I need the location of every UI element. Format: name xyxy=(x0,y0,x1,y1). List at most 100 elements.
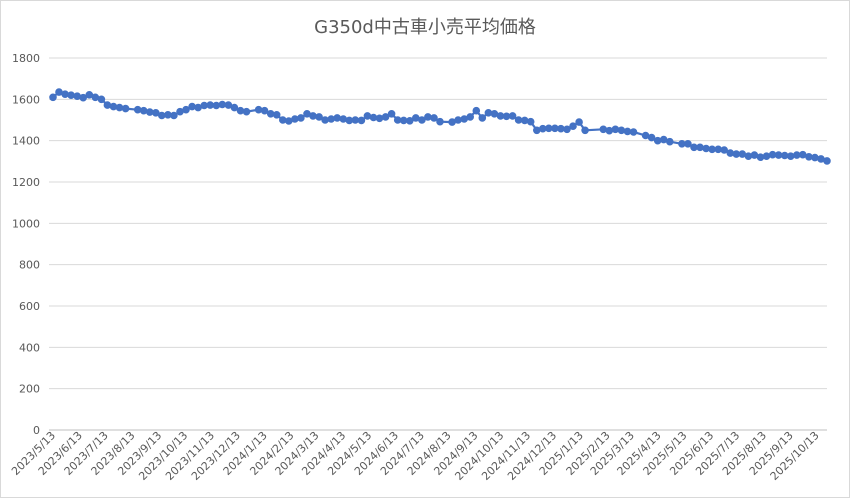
data-point xyxy=(242,107,251,116)
data-point xyxy=(684,140,692,148)
y-tick-label: 1400 xyxy=(12,135,40,148)
data-point xyxy=(321,116,329,124)
data-point xyxy=(696,143,704,152)
data-point xyxy=(599,125,608,134)
data-point xyxy=(266,110,275,118)
data-point xyxy=(666,137,674,146)
data-point xyxy=(436,117,444,126)
data-point xyxy=(563,125,571,134)
data-point xyxy=(279,116,287,124)
data-point xyxy=(315,113,323,121)
data-point xyxy=(381,113,390,121)
data-point xyxy=(466,113,475,121)
data-point xyxy=(272,111,281,119)
data-point xyxy=(188,102,196,111)
data-point xyxy=(375,114,384,123)
data-point xyxy=(285,117,293,125)
data-point xyxy=(406,117,414,125)
data-point xyxy=(526,117,535,126)
data-point xyxy=(91,93,100,102)
data-point xyxy=(152,109,160,117)
data-point xyxy=(575,118,583,126)
data-point xyxy=(823,157,831,165)
y-tick-label: 1000 xyxy=(12,217,40,230)
data-point xyxy=(774,151,783,159)
data-point xyxy=(744,152,753,160)
data-point xyxy=(158,111,166,120)
y-tick-label: 600 xyxy=(19,300,40,313)
chart-title: G350d中古車小売平均価格 xyxy=(314,17,536,38)
data-point xyxy=(49,93,57,102)
y-axis-ticks: 0 200 400 600 800 1000 1200 1400 1600 1800 xyxy=(12,52,40,437)
data-point xyxy=(297,114,305,122)
data-point xyxy=(170,111,178,120)
data-point xyxy=(418,116,426,124)
data-point xyxy=(67,91,75,99)
data-point xyxy=(478,114,487,122)
data-point xyxy=(581,126,589,135)
data-point xyxy=(79,93,87,102)
y-tick-label: 1600 xyxy=(12,93,40,106)
y-tick-label: 200 xyxy=(19,383,40,396)
data-point xyxy=(726,149,735,157)
data-point xyxy=(611,125,620,134)
data-point xyxy=(103,101,112,109)
y-tick-label: 800 xyxy=(19,259,40,272)
data-point xyxy=(109,102,118,111)
data-point xyxy=(139,106,148,115)
data-point xyxy=(508,112,517,120)
data-point xyxy=(387,110,396,118)
data-point xyxy=(514,116,523,124)
y-tick-label: 1200 xyxy=(12,176,40,189)
data-point xyxy=(653,136,662,145)
y-tick-label: 400 xyxy=(19,341,40,354)
data-point xyxy=(218,100,227,109)
data-point xyxy=(399,116,408,125)
data-point xyxy=(327,115,336,123)
data-point xyxy=(254,105,263,114)
data-point xyxy=(472,106,481,115)
y-tick-label: 1800 xyxy=(12,52,40,65)
data-point xyxy=(61,90,69,98)
data-point xyxy=(339,115,348,123)
data-point xyxy=(357,116,366,125)
data-point xyxy=(647,133,656,142)
data-point xyxy=(605,126,614,135)
data-point xyxy=(430,114,438,122)
data-point xyxy=(236,106,245,115)
data-point xyxy=(309,112,317,120)
data-point xyxy=(629,128,638,136)
data-point xyxy=(363,112,372,120)
data-point xyxy=(484,109,493,117)
data-point xyxy=(520,116,529,125)
data-point xyxy=(115,103,124,112)
y-tick-label: 0 xyxy=(33,424,40,437)
data-point xyxy=(133,105,142,114)
data-point xyxy=(557,124,565,133)
data-point xyxy=(351,116,360,124)
data-point xyxy=(454,116,462,124)
data-point xyxy=(206,101,214,109)
data-point xyxy=(756,153,765,161)
data-point xyxy=(617,126,626,135)
data-point xyxy=(291,115,299,123)
data-point xyxy=(786,152,795,160)
data-point xyxy=(333,114,342,122)
gridlines xyxy=(49,57,827,431)
data-point xyxy=(230,103,239,112)
data-point xyxy=(424,113,432,121)
data-point xyxy=(182,105,190,114)
data-point xyxy=(762,152,771,160)
series-group xyxy=(49,88,831,165)
x-axis-ticks: 2023/5/132023/6/132023/7/132023/8/132023… xyxy=(9,429,822,483)
data-point xyxy=(502,112,511,121)
data-point xyxy=(811,153,819,162)
data-point xyxy=(720,146,729,154)
data-point xyxy=(97,95,106,104)
data-point xyxy=(260,106,269,115)
data-point xyxy=(212,101,221,110)
data-point xyxy=(569,122,577,130)
data-point xyxy=(121,104,130,113)
